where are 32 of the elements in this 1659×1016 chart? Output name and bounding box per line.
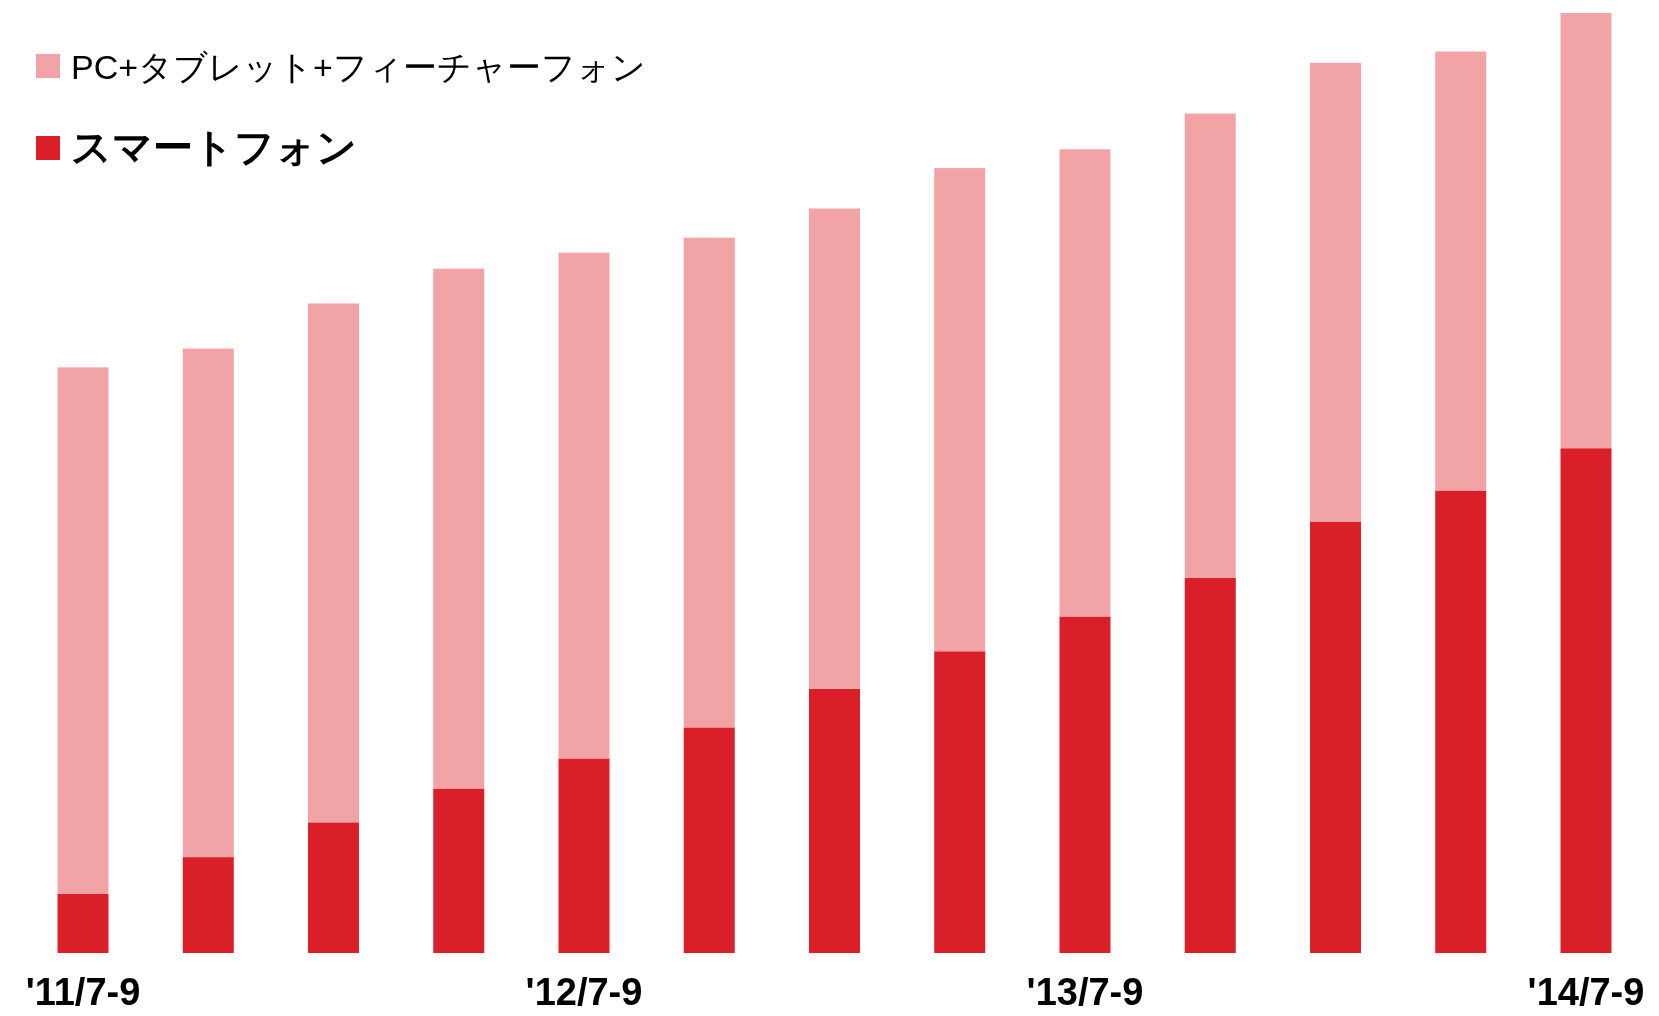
bar	[1310, 62, 1361, 522]
bar	[1435, 51, 1487, 491]
bar	[1560, 13, 1612, 449]
x-tick-label: '12/7-9	[525, 971, 643, 1013]
bar	[1184, 113, 1236, 578]
bar	[683, 237, 735, 728]
bar	[558, 252, 610, 759]
x-tick-label: '13/7-9	[1026, 971, 1144, 1013]
bar	[308, 303, 359, 823]
bar	[57, 893, 109, 953]
x-tick-label: '11/7-9	[25, 971, 141, 1013]
bar	[182, 857, 234, 953]
legend-label: スマートフォン	[71, 125, 357, 169]
bar	[308, 822, 359, 953]
bar	[433, 268, 485, 789]
bar	[1059, 616, 1111, 953]
bar	[1059, 149, 1111, 617]
bar	[1435, 490, 1487, 953]
bar	[1310, 521, 1361, 953]
bar	[1560, 448, 1612, 953]
bar	[182, 348, 234, 858]
bar	[934, 168, 986, 652]
bar	[934, 651, 986, 953]
bar	[809, 208, 860, 689]
bar	[558, 758, 610, 953]
bar	[57, 367, 109, 894]
bar	[1184, 577, 1236, 953]
bar	[433, 788, 485, 953]
legend-label: PC+タブレット+フィーチャーフォン	[71, 48, 646, 86]
x-tick-label: '14/7-9	[1527, 971, 1645, 1013]
bar	[683, 727, 735, 953]
bar	[809, 688, 860, 953]
